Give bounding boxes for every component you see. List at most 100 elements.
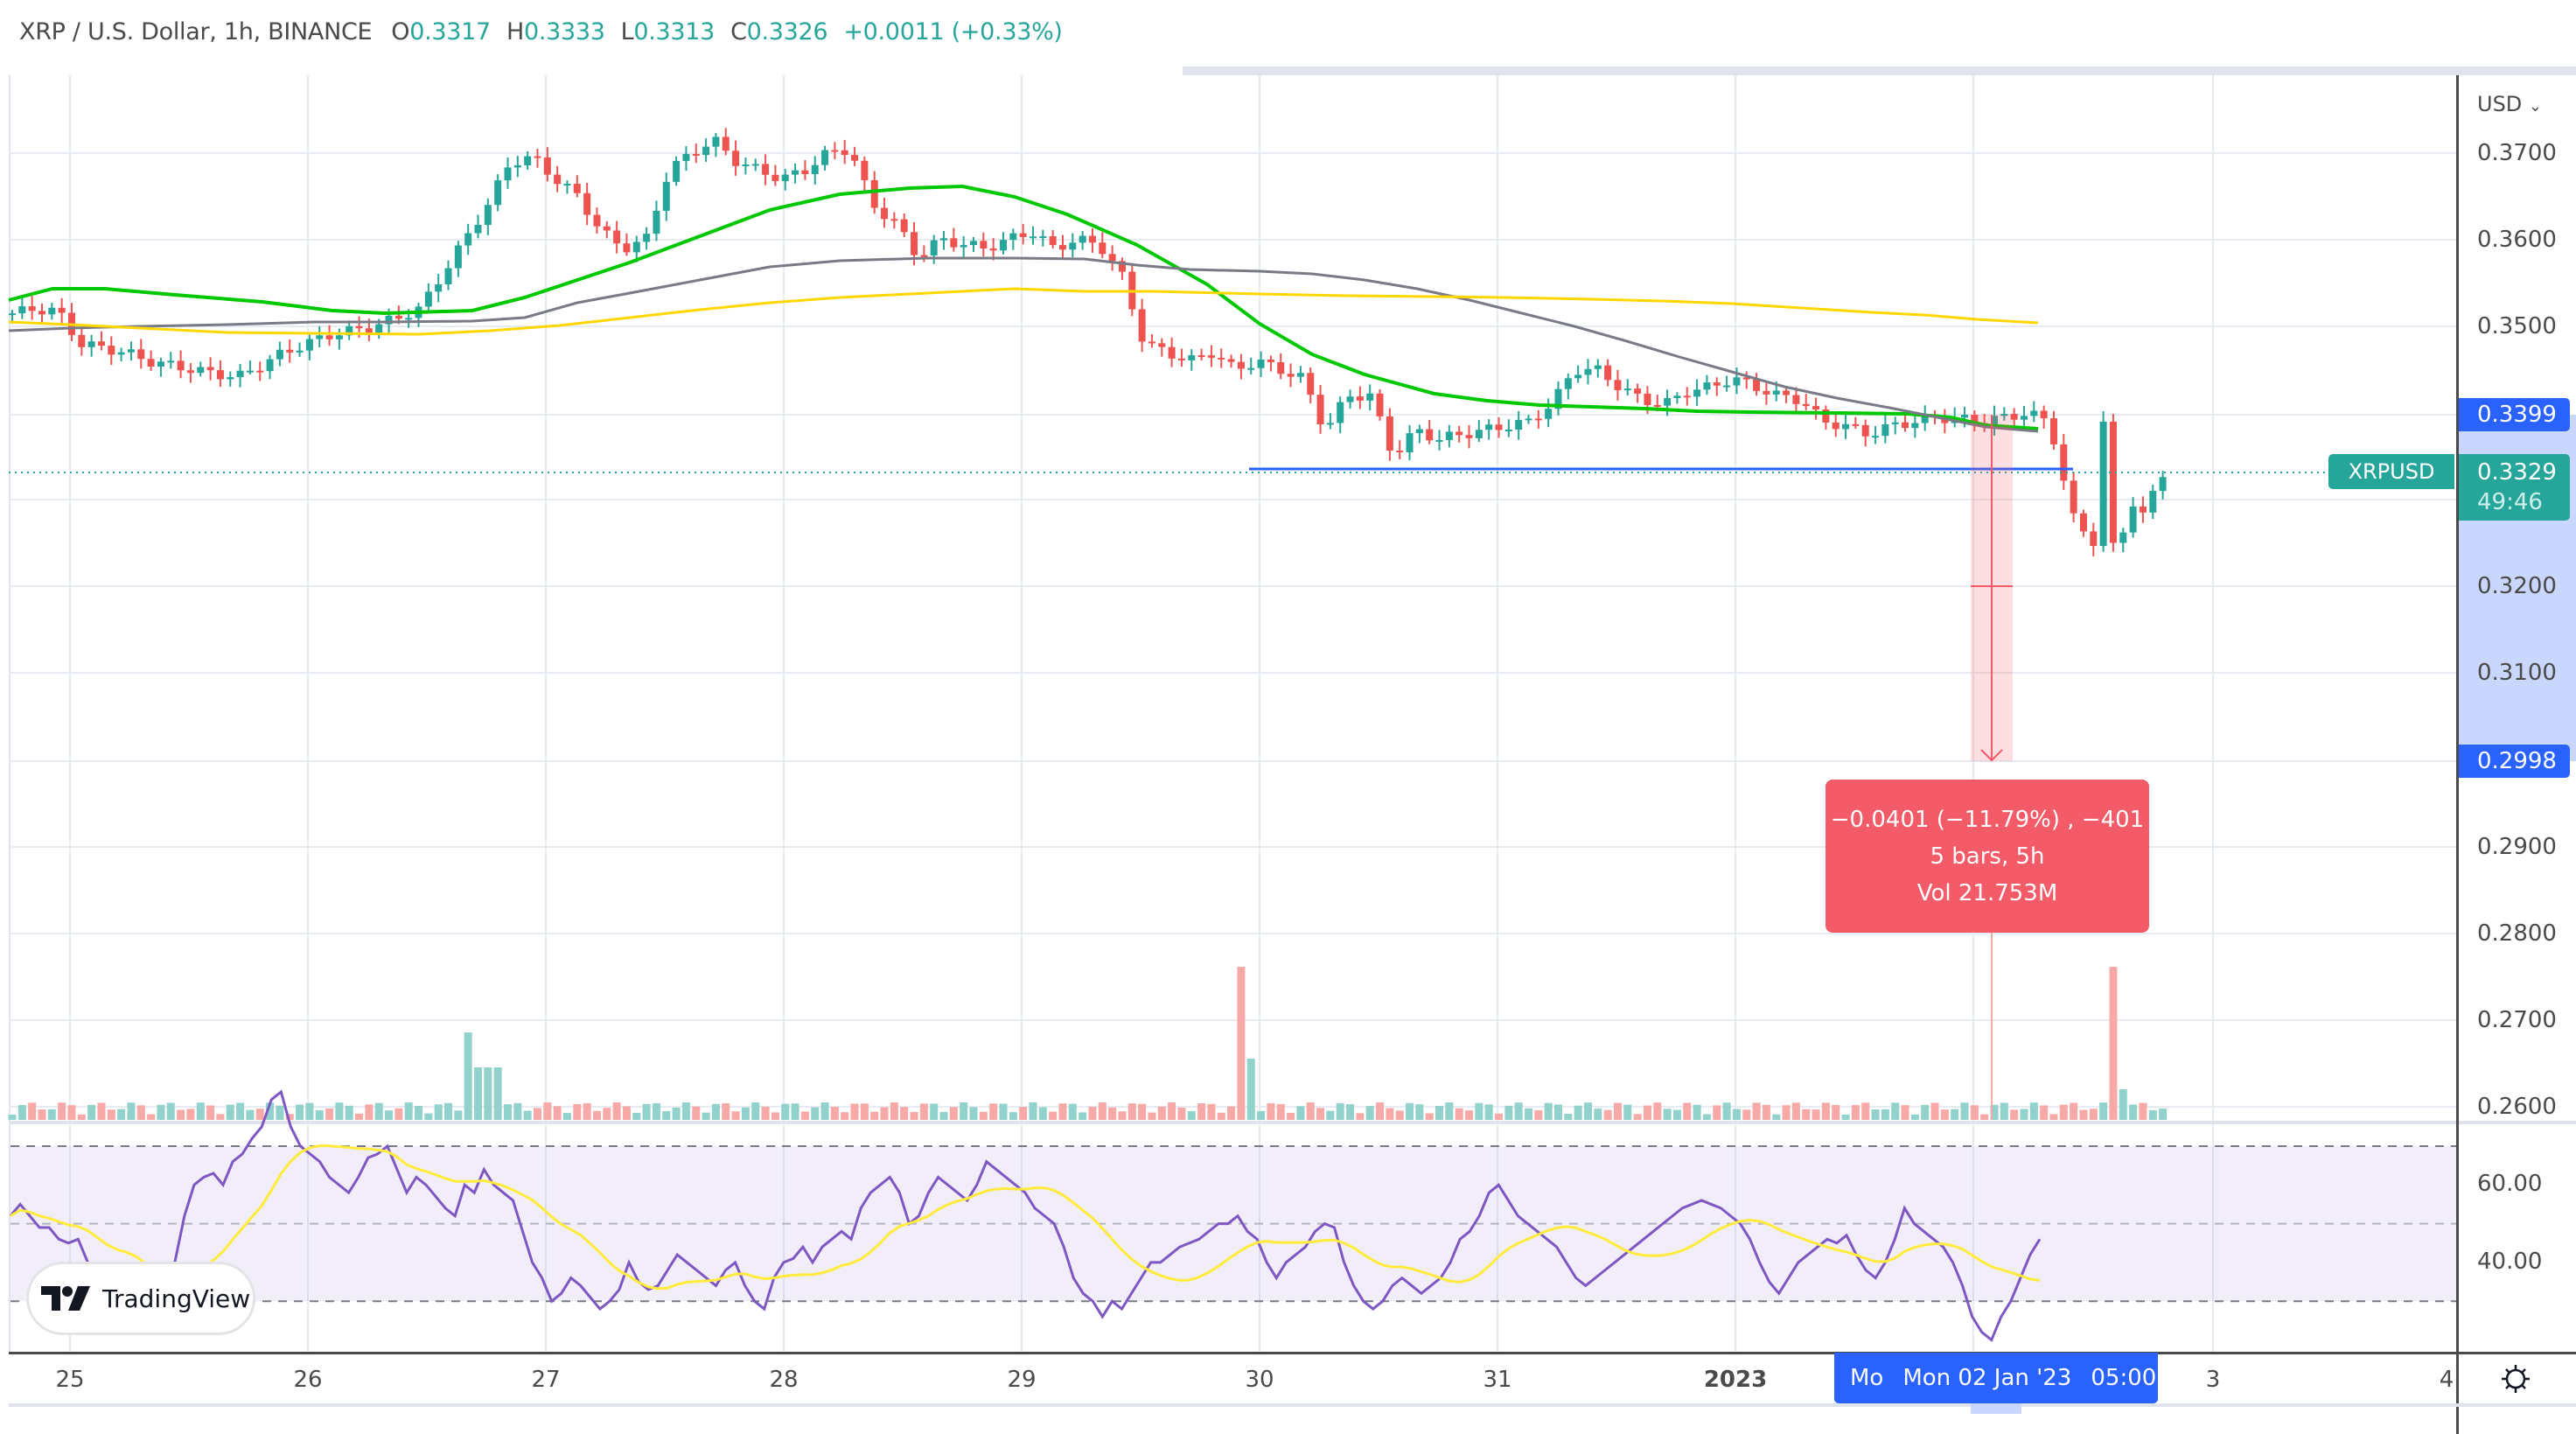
volume-bar [1395,1110,1404,1120]
volume-bar [1207,1103,1216,1120]
candle-body [246,370,254,373]
volume-bar [1415,1104,1424,1120]
volume-bar [1187,1111,1196,1120]
price-axis[interactable] [2456,75,2576,1434]
volume-bar [960,1102,968,1120]
time-axis-line [9,1352,2576,1354]
ma-mid-line [8,256,2039,433]
arrow-head-icon [1980,749,1993,761]
candle-body [9,313,16,316]
candle-body [1237,361,1245,369]
volume-bar [1197,1103,1206,1120]
volume-bar [1365,1106,1374,1120]
candle-body [1693,389,1701,397]
candle-body [1029,236,1037,239]
volume-bar [1316,1108,1325,1120]
volume-bar [1583,1102,1592,1120]
candle-body [1197,355,1205,358]
volume-bar [325,1108,334,1120]
volume-bar [206,1105,215,1120]
candle-body [841,150,848,156]
candle-body [1842,423,1850,430]
volume-bar [1346,1104,1355,1120]
volume-bar [474,1067,483,1120]
candle-body [127,349,135,353]
candle-body [2139,506,2147,513]
volume-bar [17,1105,26,1120]
candle-body [673,160,681,182]
candle-body [1504,430,1512,432]
current-price: 0.3329 [2477,459,2557,486]
volume-bar [1237,967,1246,1120]
candle-body [881,207,889,220]
volume-bar [255,1109,264,1120]
tradingview-logo[interactable]: TradingView [26,1262,255,1335]
candle-body [930,240,938,256]
volume-bar [1425,1113,1434,1120]
time-crosshair-label: Mo Mon 02 Jan '23 05:00 [1834,1353,2158,1403]
volume-bar [1653,1102,1662,1120]
volume-bar [969,1107,978,1120]
volume-bar [1098,1102,1106,1120]
volume-bar [2079,1109,2088,1120]
candle-body [1564,378,1572,389]
volume-bar [1306,1102,1315,1120]
volume-bar [672,1107,681,1120]
volume-bar [890,1102,898,1120]
candle-body [1088,235,1096,243]
candle-body [365,328,373,333]
volume-bar [504,1104,512,1120]
volume-bar [1841,1114,1850,1120]
low-label: L [620,17,634,45]
candle-body [236,370,244,378]
candle-body [1792,395,1800,404]
volume-bar [513,1102,522,1120]
candle-body [464,233,472,246]
volume-bar [1812,1109,1820,1120]
candle-body [1307,373,1315,395]
volume-bar [136,1105,145,1120]
volume-bar [1594,1109,1602,1120]
volume-bar [1633,1114,1642,1120]
candle-body [1554,388,1562,409]
volume-bar [1148,1112,1156,1120]
volume-bar [523,1110,532,1120]
candle-body [1872,436,1880,438]
arrow-head-icon [1991,749,2003,761]
candle-body [1623,388,1631,391]
price-tick: 0.2800 [2477,920,2557,947]
candle-body [444,268,452,284]
volume-bar [2000,1102,2008,1120]
candle-body [989,248,997,251]
volume-bar [562,1113,571,1120]
volume-bar [1832,1104,1840,1120]
candle-body [960,245,967,248]
volume-bar [2119,1089,2127,1120]
volume-bar [1871,1109,1880,1120]
time-label: 25 [55,1367,85,1393]
candle-body [851,155,859,161]
candle-body [623,243,631,253]
candle-body [702,146,710,156]
volume-bar [28,1102,37,1120]
candle-body [147,359,155,367]
volume-bar [1227,1106,1236,1120]
volume-bar [811,1107,820,1120]
volume-bar [2109,967,2118,1120]
volume-bar [583,1102,591,1120]
candle-body [1475,430,1483,438]
chart-pane[interactable] [9,75,2458,1354]
crosshair-time: 05:00 [2091,1365,2157,1391]
currency-selector[interactable]: USD ⌄ [2477,92,2542,116]
candle-body [890,219,898,221]
measure-tooltip: −0.0401 (−11.79%) , −401 5 bars, 5h Vol … [1826,780,2149,933]
volume-bar [266,1102,275,1120]
volume-bar [2099,1102,2108,1120]
price-tick: 0.3100 [2477,660,2557,686]
volume-bar [612,1102,621,1120]
volume-bar [484,1067,492,1120]
volume-bar [1495,1113,1503,1120]
settings-gear-icon[interactable] [2498,1361,2533,1396]
candle-body [2010,413,2018,420]
